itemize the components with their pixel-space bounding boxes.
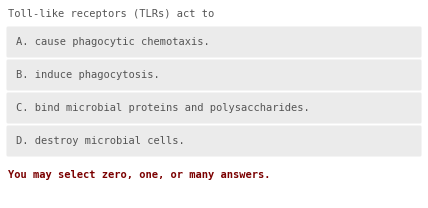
Text: B. induce phagocytosis.: B. induce phagocytosis.: [16, 70, 160, 80]
FancyBboxPatch shape: [6, 59, 422, 90]
FancyBboxPatch shape: [6, 125, 422, 156]
Text: You may select zero, one, or many answers.: You may select zero, one, or many answer…: [8, 170, 270, 180]
Text: D. destroy microbial cells.: D. destroy microbial cells.: [16, 136, 185, 146]
Text: A. cause phagocytic chemotaxis.: A. cause phagocytic chemotaxis.: [16, 37, 210, 47]
FancyBboxPatch shape: [6, 93, 422, 124]
Text: C. bind microbial proteins and polysaccharides.: C. bind microbial proteins and polysacch…: [16, 103, 310, 113]
Text: Toll-like receptors (TLRs) act to: Toll-like receptors (TLRs) act to: [8, 9, 214, 19]
FancyBboxPatch shape: [6, 26, 422, 57]
